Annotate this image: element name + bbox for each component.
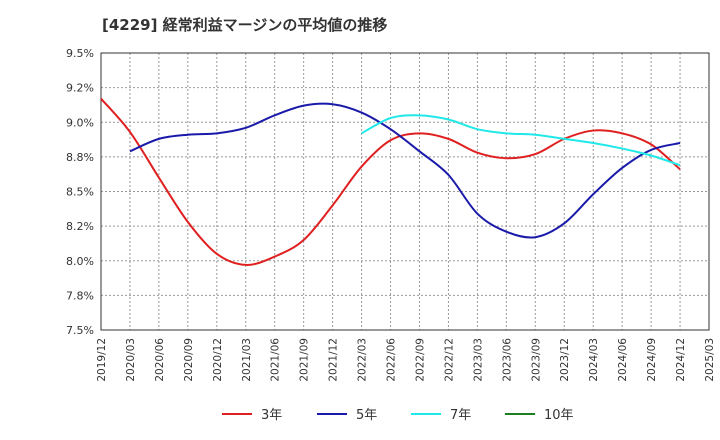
legend-label-4: 10年 [544,408,574,423]
series-line-3 [361,114,681,167]
y-tick-label: 9.0% [66,116,94,129]
series-line-1 [100,98,681,266]
x-tick-label: 2024/09 [646,338,658,382]
x-tick-label: 2023/06 [501,338,513,382]
x-tick-label: 2025/03 [704,338,716,382]
x-tick-label: 2020/06 [154,338,166,382]
y-tick-label: 8.8% [66,151,94,164]
y-tick-label: 9.5% [66,47,94,60]
y-tick-label: 8.0% [66,255,94,268]
x-tick-label: 2023/09 [530,338,542,382]
x-tick-label: 2024/03 [588,338,600,382]
x-tick-label: 2023/03 [472,338,484,382]
plot-frame [100,52,710,331]
x-tick-label: 2022/09 [414,338,426,382]
x-tick-label: 2022/12 [443,338,455,382]
y-tick-label: 8.5% [66,186,94,199]
x-tick-label: 2021/12 [328,338,340,382]
legend-label-2: 5年 [356,408,377,423]
x-tick-label: 2021/03 [241,338,253,382]
x-tick-label: 2021/09 [299,338,311,382]
x-tick-label: 2020/12 [212,338,224,382]
y-tick-label: 7.5% [66,324,94,337]
x-tick-label: 2024/06 [617,338,629,382]
series-line-2 [129,102,681,239]
legend-label-1: 3年 [261,408,282,423]
x-tick-label: 2020/03 [125,338,137,382]
y-tick-label: 9.2% [66,82,94,95]
x-tick-label: 2020/09 [183,338,195,382]
chart-title: [4229] 経常利益マージンの平均値の推移 [102,16,388,34]
x-tick-label: 2021/06 [270,338,282,382]
y-tick-label: 7.8% [66,289,94,302]
x-tick-label: 2019/12 [96,338,108,382]
x-tick-label: 2024/12 [675,338,687,382]
x-tick-label: 2022/06 [386,338,398,382]
x-tick-label: 2023/12 [559,338,571,382]
y-tick-label: 8.2% [66,220,94,233]
x-tick-label: 2022/03 [357,338,369,382]
legend-label-3: 7年 [450,408,471,423]
